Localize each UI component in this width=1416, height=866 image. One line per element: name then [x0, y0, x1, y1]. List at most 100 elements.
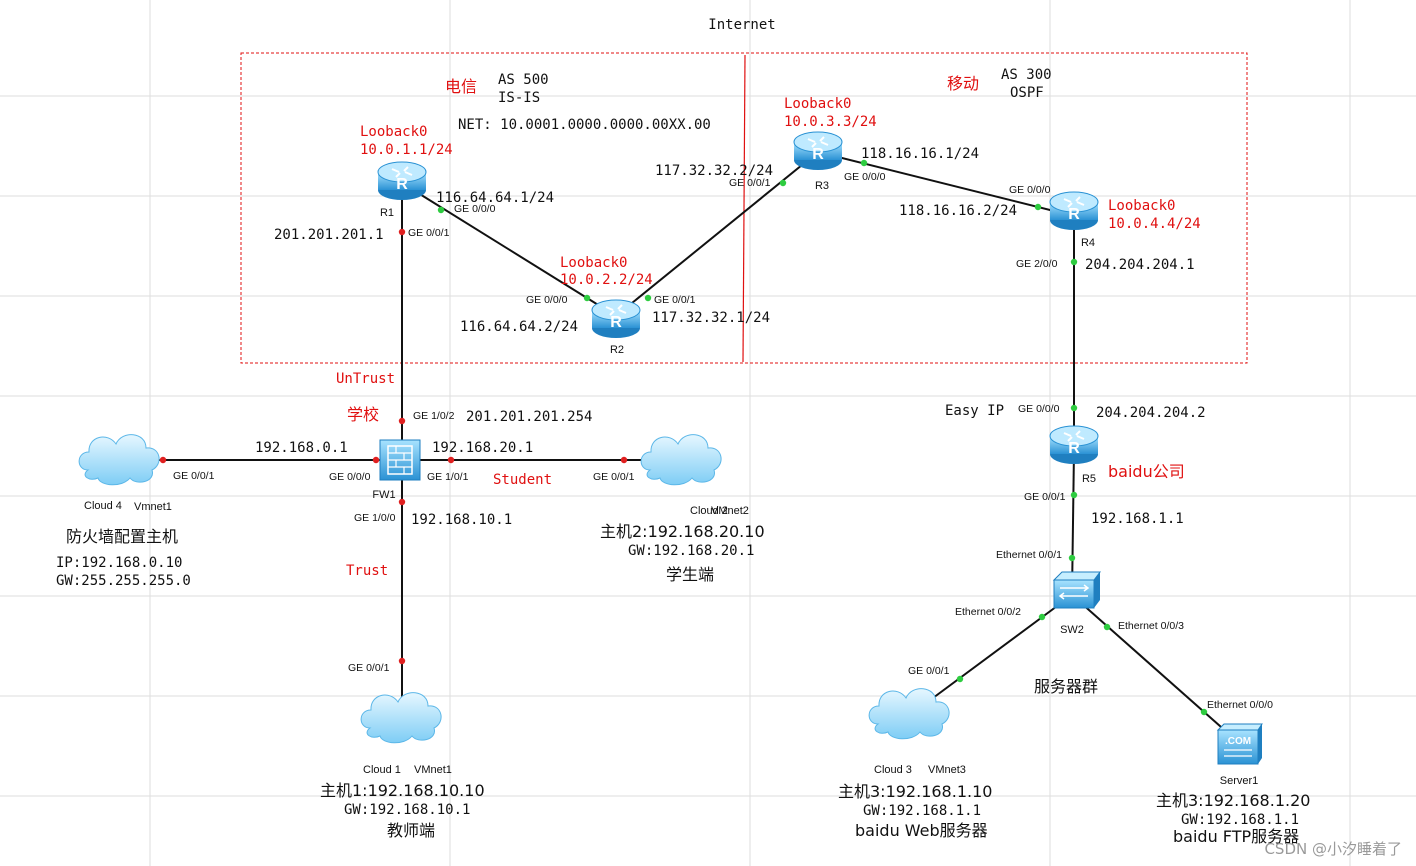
ip-fw1-cloud4: 192.168.0.1	[255, 440, 348, 456]
cloud3-port-g001: GE 0/0/1	[908, 665, 950, 677]
as-left-isp: 电信	[445, 77, 477, 96]
r5-name: baidu公司	[1108, 462, 1185, 481]
r4-label: R4	[1081, 237, 1095, 249]
server1-label: Server1	[1220, 775, 1259, 787]
sw2-port-e002: Ethernet 0/0/2	[955, 606, 1021, 618]
zone-trust: Trust	[346, 563, 388, 579]
r3-port-g000: GE 0/0/0	[844, 171, 886, 183]
ip-r3-r4-r4: 118.16.16.2/24	[899, 203, 1017, 219]
cloud-cloud2[interactable]	[640, 434, 722, 486]
link-r3-r4	[817, 151, 1075, 217]
r4-loopback-ip: 10.0.4.4/24	[1108, 216, 1201, 232]
ip-fw1-cloud1: 192.168.10.1	[411, 512, 512, 528]
r1-port-g001: GE 0/0/1	[408, 227, 450, 239]
watermark: CSDN @小汐睡着了	[1264, 840, 1402, 858]
internet-area-border	[240, 52, 1248, 364]
ip-r2-r3-r3: 117.32.32.2/24	[655, 163, 773, 179]
server1-port-e000: Ethernet 0/0/0	[1207, 699, 1273, 711]
as-right-protocol: OSPF	[1010, 85, 1044, 101]
r3-port-g001: GE 0/0/1	[729, 177, 771, 189]
router-r2[interactable]	[591, 299, 641, 339]
router-r4[interactable]	[1049, 191, 1099, 231]
cloud3-gw: GW:192.168.1.1	[863, 803, 981, 819]
r1-loopback-ip: 10.0.1.1/24	[360, 142, 453, 158]
ip-r2-r3-r2: 117.32.32.1/24	[652, 310, 770, 326]
r4-port-g200: GE 2/0/0	[1016, 258, 1058, 270]
link-sw2-cloud3	[909, 594, 1073, 716]
router-r5[interactable]	[1049, 425, 1099, 465]
fw1-port-g102: GE 1/0/2	[413, 410, 455, 422]
server1-host: 主机3:192.168.1.20	[1156, 791, 1310, 810]
cloud1-port-g001: GE 0/0/1	[348, 662, 390, 674]
as-left-protocol: IS-IS	[498, 90, 540, 106]
r2-loopback-ip: 10.0.2.2/24	[560, 272, 653, 288]
ip-r3-r4-r3: 118.16.16.1/24	[861, 146, 979, 162]
cloud-cloud4[interactable]	[78, 434, 160, 486]
link-r2-r3	[615, 151, 819, 317]
fw1-port-g100: GE 1/0/0	[354, 512, 396, 524]
ip-r4-r5-r5: 204.204.204.2	[1096, 405, 1206, 421]
r4-port-g000: GE 0/0/0	[1009, 184, 1051, 196]
cloud2-vmnet: VMnet2	[711, 505, 749, 517]
zone-student: Student	[493, 472, 552, 488]
cloud3-label: Cloud 3	[874, 764, 912, 776]
cloud3-role: baidu Web服务器	[855, 821, 988, 840]
server-server1[interactable]: .COM	[1216, 723, 1263, 765]
sw2-name: 服务器群	[1034, 677, 1098, 696]
r5-nat: Easy IP	[945, 403, 1004, 419]
r3-loopback-ip: 10.0.3.3/24	[784, 114, 877, 130]
as-divider-line	[742, 54, 746, 363]
cloud4-vmnet: Vmnet1	[134, 501, 172, 513]
cloud3-vmnet: VMnet3	[928, 764, 966, 776]
r1-port-g000: GE 0/0/0	[454, 203, 496, 215]
r2-label: R2	[610, 344, 624, 356]
cloud2-label: Cloud 2	[690, 505, 728, 517]
r3-loopback-name: Looback0	[784, 96, 851, 112]
r5-port-g001: GE 0/0/1	[1024, 491, 1066, 503]
cloud1-role: 教师端	[387, 821, 435, 840]
cloud1-vmnet: VMnet1	[414, 764, 452, 776]
server-icon-text: .COM	[1225, 736, 1251, 747]
sw2-port-e003: Ethernet 0/0/3	[1118, 620, 1184, 632]
cloud4-title: 防火墙配置主机	[66, 527, 178, 546]
link-sw2-server1	[1071, 594, 1239, 743]
r1-loopback-name: Looback0	[360, 124, 427, 140]
router-r1[interactable]	[377, 161, 427, 201]
cloud-cloud1[interactable]	[360, 692, 442, 744]
link-r1-r2	[401, 182, 617, 317]
sw2-port-e001: Ethernet 0/0/1	[996, 549, 1062, 561]
fw1-port-g101: GE 1/0/1	[427, 471, 469, 483]
r2-loopback-name: Looback0	[560, 255, 627, 271]
port-dots	[159, 159, 1208, 716]
r5-port-g000: GE 0/0/0	[1018, 403, 1060, 415]
as-right-number: AS 300	[1001, 67, 1052, 83]
cloud4-port-g001: GE 0/0/1	[173, 470, 215, 482]
r5-label: R5	[1082, 473, 1096, 485]
cloud4-ip: IP:192.168.0.10	[56, 555, 182, 571]
cloud4-gw: GW:255.255.255.0	[56, 573, 191, 589]
title-internet: Internet	[708, 17, 775, 33]
r3-label: R3	[815, 180, 829, 192]
firewall-fw1[interactable]	[379, 439, 421, 481]
server1-gw: GW:192.168.1.1	[1181, 812, 1299, 828]
router-r3[interactable]	[793, 131, 843, 171]
ip-r4-r5-r4: 204.204.204.1	[1085, 257, 1195, 273]
r4-loopback-name: Looback0	[1108, 198, 1175, 214]
server1-role: baidu FTP服务器	[1173, 827, 1299, 846]
switch-sw2[interactable]	[1052, 571, 1101, 609]
ip-r1-r2-r2: 116.64.64.2/24	[460, 319, 578, 335]
link-r5-sw2	[1071, 449, 1075, 596]
cloud2-port-g001: GE 0/0/1	[593, 471, 635, 483]
cloud2-gw: GW:192.168.20.1	[628, 543, 754, 559]
cloud2-role: 学生端	[666, 565, 714, 584]
as-left-net: NET: 10.0001.0000.0000.00XX.00	[458, 117, 711, 133]
ip-r1-fw1-fw1: 201.201.201.254	[466, 409, 592, 425]
cloud1-label: Cloud 1	[363, 764, 401, 776]
zone-untrust: UnTrust	[336, 371, 395, 387]
sw2-label: SW2	[1060, 624, 1084, 636]
as-right-isp: 移动	[947, 74, 979, 93]
cloud2-host: 主机2:192.168.20.10	[600, 522, 765, 541]
r1-label: R1	[380, 207, 394, 219]
ip-r5-sw2: 192.168.1.1	[1091, 511, 1184, 527]
